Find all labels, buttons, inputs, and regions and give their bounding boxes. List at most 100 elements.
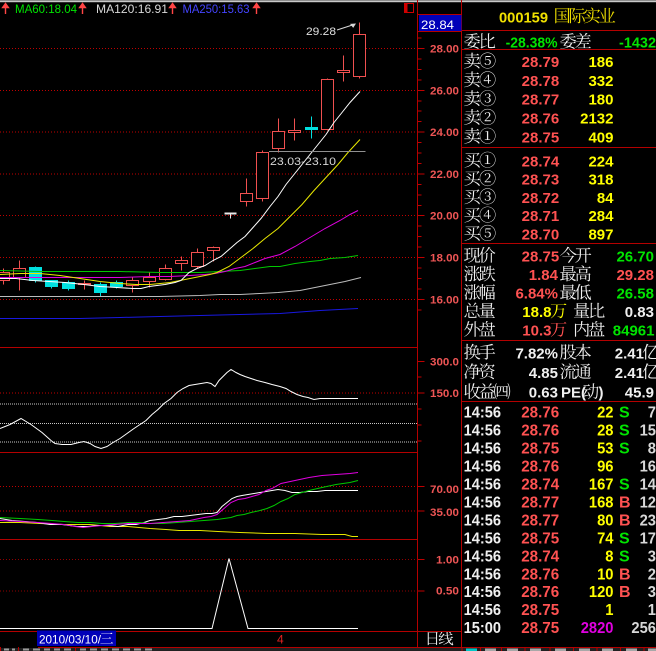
svg-text:-1432: -1432: [619, 35, 656, 52]
svg-text:S: S: [619, 405, 630, 422]
svg-text:24.00: 24.00: [430, 127, 459, 139]
svg-text:18.8: 18.8: [522, 304, 551, 321]
svg-text:45.9: 45.9: [625, 385, 654, 402]
svg-text:28.75: 28.75: [521, 530, 559, 547]
svg-text:28.74: 28.74: [521, 477, 559, 494]
svg-text:15:00: 15:00: [464, 620, 501, 637]
svg-text:18.00: 18.00: [430, 253, 459, 265]
svg-text:1.84: 1.84: [529, 267, 559, 284]
svg-text:-28.38%: -28.38%: [506, 35, 558, 52]
svg-text:16.00: 16.00: [430, 294, 459, 306]
svg-text:2010/03/10/: 2010/03/10/: [39, 633, 102, 647]
svg-text:000159: 000159: [499, 10, 548, 27]
svg-text:23.03-23.10: 23.03-23.10: [270, 156, 336, 168]
svg-text:8: 8: [605, 548, 613, 565]
svg-text:17: 17: [640, 530, 656, 547]
svg-text:28.76: 28.76: [521, 405, 559, 422]
svg-text:224: 224: [588, 153, 614, 170]
svg-text:2820: 2820: [581, 620, 614, 637]
svg-text:1: 1: [605, 602, 613, 619]
svg-text:3: 3: [648, 548, 656, 565]
svg-text:20.00: 20.00: [430, 211, 459, 223]
svg-text:318: 318: [588, 172, 613, 189]
svg-text:28.74: 28.74: [521, 548, 559, 565]
svg-text:28.70: 28.70: [522, 227, 560, 244]
svg-text:S: S: [619, 548, 630, 565]
svg-text:14:56: 14:56: [464, 512, 501, 529]
svg-text:10.3: 10.3: [522, 323, 551, 340]
svg-text:300.0: 300.0: [430, 357, 459, 369]
svg-text:3: 3: [648, 584, 656, 601]
svg-text:28.71: 28.71: [522, 208, 560, 225]
svg-text:28.74: 28.74: [522, 153, 560, 170]
svg-text:8: 8: [648, 441, 656, 458]
svg-text:15: 15: [640, 423, 656, 440]
svg-text:14:56: 14:56: [464, 602, 501, 619]
svg-text:96: 96: [597, 459, 613, 476]
svg-text:B: B: [619, 584, 631, 601]
svg-text:14: 14: [640, 477, 656, 494]
svg-text:35.00: 35.00: [430, 507, 459, 519]
svg-text:28: 28: [597, 423, 613, 440]
svg-text:10: 10: [597, 566, 613, 583]
svg-text:26.58: 26.58: [616, 286, 654, 303]
svg-text:14:56: 14:56: [464, 530, 501, 547]
svg-text:22.00: 22.00: [430, 169, 459, 181]
svg-text:0.50: 0.50: [436, 586, 459, 598]
svg-text:409: 409: [588, 129, 613, 146]
svg-text:284: 284: [588, 208, 614, 225]
svg-text:28.78: 28.78: [522, 73, 560, 90]
svg-text:14:56: 14:56: [464, 494, 501, 511]
svg-text:28.77: 28.77: [521, 512, 559, 529]
svg-text:167: 167: [589, 477, 614, 494]
svg-text:0.83: 0.83: [625, 304, 654, 321]
svg-text:23: 23: [640, 512, 656, 529]
svg-text:0.63: 0.63: [529, 385, 558, 402]
svg-text:74: 74: [597, 530, 613, 547]
svg-text:16: 16: [640, 459, 656, 476]
svg-text:28.79: 28.79: [522, 54, 560, 71]
svg-text:26.00: 26.00: [430, 85, 459, 97]
svg-text:28.76: 28.76: [521, 584, 559, 601]
svg-text:14:56: 14:56: [464, 441, 501, 458]
svg-text:14:56: 14:56: [464, 584, 501, 601]
svg-text:28.73: 28.73: [522, 172, 560, 189]
svg-text:12: 12: [640, 494, 656, 511]
svg-text:80: 80: [597, 512, 613, 529]
svg-text:332: 332: [588, 73, 613, 90]
svg-text:4.85: 4.85: [529, 365, 558, 382]
svg-text:S: S: [619, 477, 630, 494]
svg-text:120: 120: [589, 584, 614, 601]
svg-text:B: B: [619, 512, 631, 529]
svg-text:28.75: 28.75: [521, 620, 559, 637]
svg-text:1.00: 1.00: [436, 555, 459, 567]
svg-text:28.77: 28.77: [522, 92, 560, 109]
svg-text:14:56: 14:56: [464, 405, 501, 422]
svg-text:168: 168: [589, 494, 614, 511]
svg-text:4: 4: [277, 633, 284, 647]
svg-text:28.84: 28.84: [421, 18, 454, 32]
svg-text:28.00: 28.00: [430, 44, 459, 56]
svg-text:84: 84: [597, 190, 614, 207]
svg-text:14:56: 14:56: [464, 548, 501, 565]
svg-text:897: 897: [588, 227, 613, 244]
svg-text:28.72: 28.72: [522, 190, 560, 207]
svg-text:28.75: 28.75: [522, 249, 560, 266]
svg-text:28.75: 28.75: [521, 602, 559, 619]
svg-text:28.77: 28.77: [521, 494, 559, 511]
svg-text:6.84%: 6.84%: [515, 286, 558, 303]
svg-text:MA60:18.04: MA60:18.04: [15, 2, 77, 16]
svg-text:S: S: [619, 423, 630, 440]
svg-text:14:56: 14:56: [464, 423, 501, 440]
svg-text:28.76: 28.76: [521, 566, 559, 583]
svg-text:1: 1: [648, 602, 656, 619]
svg-text:28.75: 28.75: [521, 441, 559, 458]
svg-text:28.75: 28.75: [522, 129, 560, 146]
svg-text:14:56: 14:56: [464, 566, 501, 583]
svg-text:150.0: 150.0: [430, 388, 459, 400]
svg-text:2.41: 2.41: [615, 345, 644, 362]
svg-text:29.28: 29.28: [306, 26, 336, 38]
svg-text:2132: 2132: [580, 111, 613, 128]
svg-text:28.76: 28.76: [521, 423, 559, 440]
svg-text:29.28: 29.28: [616, 267, 654, 284]
